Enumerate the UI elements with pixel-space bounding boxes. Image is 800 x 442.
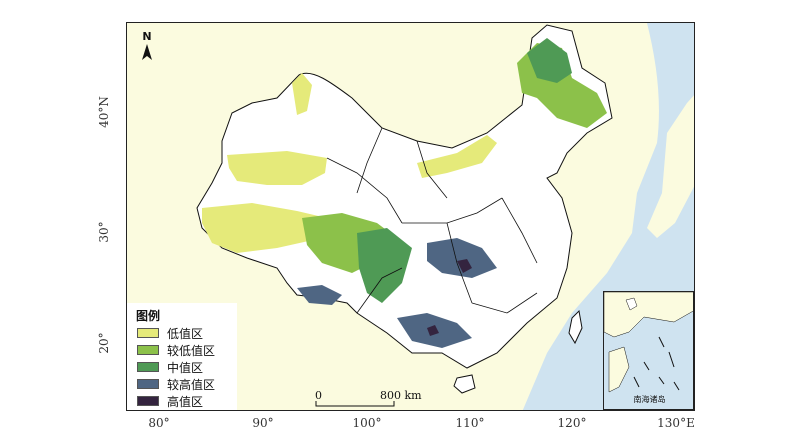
north-letter: N	[142, 30, 152, 43]
legend-label-low: 低值区	[167, 326, 204, 341]
legend-item-highest: 高值区	[137, 393, 203, 409]
x-tick-110: 110°	[455, 416, 485, 430]
north-arrow-icon	[142, 44, 152, 60]
korea-land	[579, 148, 605, 218]
zone-low-tibet	[202, 203, 327, 253]
inset-label: 南海诸岛	[633, 395, 666, 404]
legend-swatch-low	[137, 328, 159, 338]
map-frame	[126, 22, 695, 411]
legend-swatch-lowmid	[137, 345, 159, 355]
zone-low-xinjiang	[227, 151, 327, 185]
x-tick-80: 80°	[148, 416, 170, 430]
zone-highest-2	[427, 325, 439, 336]
zone-mid-ne	[527, 38, 572, 83]
x-tick-130: 130°E	[657, 416, 695, 430]
x-tick-100: 100°	[352, 416, 382, 430]
x-tick-90: 90°	[252, 416, 274, 430]
legend: 图例 低值区 较低值区 中值区 较高值区 高值区	[127, 303, 237, 410]
scale-zero-label: 0	[315, 389, 322, 402]
legend-label-high: 较高值区	[167, 377, 216, 392]
legend-item-lowmid: 较低值区	[137, 342, 215, 358]
china-map	[127, 23, 694, 410]
north-arrow: N	[139, 30, 155, 62]
legend-swatch-mid	[137, 362, 159, 372]
inset-map	[604, 292, 693, 393]
y-tick-20: 20°	[97, 332, 111, 354]
legend-label-mid: 中值区	[167, 360, 204, 375]
zone-high-himalaya	[297, 285, 342, 305]
y-tick-40: 40°N	[97, 96, 111, 128]
zone-highest-1	[457, 259, 472, 273]
taiwan	[568, 309, 583, 345]
scale-distance-label: 800 km	[380, 389, 422, 402]
hainan	[453, 374, 476, 394]
legend-label-highest: 高值区	[167, 394, 204, 409]
zone-high-sichuan	[427, 238, 497, 278]
legend-item-high: 较高值区	[137, 376, 215, 392]
legend-swatch-high	[137, 379, 159, 389]
zone-low-north	[417, 135, 497, 178]
scale-bar	[315, 401, 395, 407]
legend-item-low: 低值区	[137, 325, 203, 341]
legend-swatch-highest	[137, 396, 159, 406]
legend-item-mid: 中值区	[137, 359, 203, 375]
province-boundaries	[326, 127, 538, 314]
south-china-sea-inset: 南海诸岛	[603, 291, 694, 410]
japan-land	[647, 95, 694, 238]
zone-mid-sw	[357, 228, 412, 303]
x-tick-120: 120°	[557, 416, 587, 430]
y-tick-30: 30°	[97, 221, 111, 243]
legend-label-lowmid: 较低值区	[167, 343, 216, 358]
zone-low-altay	[292, 73, 312, 115]
legend-title: 图例	[136, 309, 161, 323]
